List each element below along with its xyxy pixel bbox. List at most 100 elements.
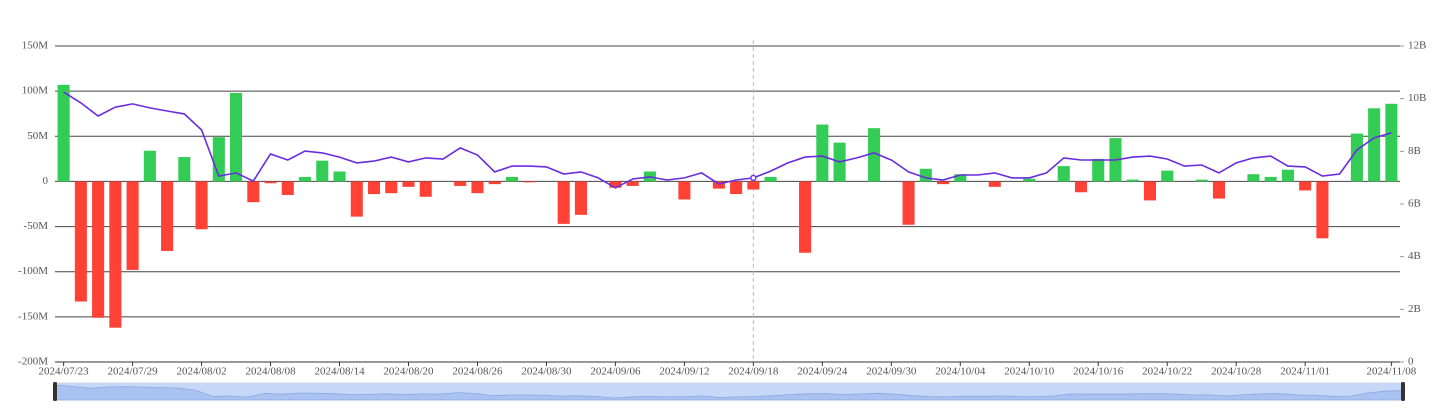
bar bbox=[419, 181, 432, 197]
bar bbox=[1281, 169, 1294, 182]
bar bbox=[316, 160, 329, 182]
bar bbox=[247, 181, 260, 203]
y-tick-label: 100M bbox=[22, 85, 49, 97]
bar bbox=[454, 181, 467, 186]
bar bbox=[195, 181, 208, 230]
y2-tick-label: 2B bbox=[1408, 303, 1421, 315]
bar bbox=[902, 181, 915, 225]
bar bbox=[557, 181, 570, 224]
y2-tick-label: 4B bbox=[1408, 250, 1421, 262]
x-tick-label: 2024/10/10 bbox=[1004, 366, 1055, 378]
bar bbox=[1299, 181, 1312, 191]
bar bbox=[1074, 181, 1088, 193]
bar bbox=[1350, 133, 1363, 182]
x-tick-label: 2024/07/23 bbox=[39, 366, 90, 378]
bar bbox=[92, 181, 105, 318]
bar bbox=[488, 181, 501, 185]
bar bbox=[1092, 158, 1105, 182]
bar bbox=[1161, 170, 1174, 182]
bar bbox=[1316, 181, 1329, 239]
bar bbox=[626, 181, 639, 186]
y2-tick-label: 6B bbox=[1408, 198, 1421, 210]
x-tick-label: 2024/10/22 bbox=[1142, 366, 1192, 378]
y2-tick-label: 0 bbox=[1408, 356, 1414, 368]
bar bbox=[281, 181, 294, 195]
bar bbox=[764, 176, 777, 182]
bar bbox=[367, 181, 381, 195]
bar bbox=[385, 181, 398, 194]
y-tick-label: -150M bbox=[18, 310, 48, 322]
bar bbox=[402, 181, 415, 187]
x-tick-label: 2024/11/01 bbox=[1280, 366, 1330, 378]
bar bbox=[1368, 108, 1381, 182]
x-tick-label: 2024/08/20 bbox=[383, 366, 434, 378]
bar bbox=[505, 176, 518, 182]
x-tick-label: 2024/08/02 bbox=[177, 366, 227, 378]
bar bbox=[868, 128, 881, 182]
y-tick-label: -200M bbox=[18, 356, 48, 368]
bar bbox=[1143, 181, 1157, 201]
bar bbox=[799, 181, 812, 253]
bar bbox=[350, 181, 363, 217]
bar bbox=[471, 181, 484, 194]
y2-tick-label: 12B bbox=[1408, 40, 1426, 52]
bar bbox=[230, 92, 243, 182]
y-tick-label: -100M bbox=[18, 265, 48, 277]
bar bbox=[109, 181, 122, 328]
bar bbox=[747, 181, 760, 190]
bar bbox=[816, 124, 829, 182]
zoom-handle[interactable] bbox=[1401, 382, 1405, 401]
bar bbox=[988, 181, 1001, 187]
bar bbox=[1212, 181, 1225, 199]
bar bbox=[264, 181, 277, 184]
x-tick-label: 2024/10/16 bbox=[1073, 366, 1124, 378]
x-tick-label: 2024/09/06 bbox=[590, 366, 641, 378]
y2-tick-label: 8B bbox=[1408, 145, 1421, 157]
x-tick-label: 2024/07/29 bbox=[108, 366, 159, 378]
bar bbox=[178, 157, 191, 182]
line bbox=[63, 91, 1392, 189]
bar bbox=[333, 171, 346, 182]
cursor-point bbox=[750, 174, 757, 182]
x-tick-label: 2024/09/18 bbox=[728, 366, 779, 378]
bar bbox=[1385, 103, 1398, 182]
y2-tick-label: 10B bbox=[1408, 92, 1426, 104]
y-tick-label: 0 bbox=[43, 175, 49, 187]
y-tick-label: 150M bbox=[22, 40, 49, 52]
bar bbox=[74, 181, 87, 302]
bar bbox=[712, 181, 725, 189]
x-tick-label: 2024/08/26 bbox=[452, 366, 503, 378]
x-tick-label: 2024/10/04 bbox=[935, 366, 986, 378]
x-tick-label: 2024/11/08 bbox=[1367, 366, 1417, 378]
zoom-shadow bbox=[54, 384, 1404, 401]
bar bbox=[1264, 176, 1277, 182]
bar bbox=[1126, 179, 1139, 182]
zoom-handle[interactable] bbox=[53, 382, 57, 401]
bar bbox=[212, 137, 225, 182]
bar bbox=[678, 181, 691, 200]
x-tick-label: 2024/08/14 bbox=[314, 366, 365, 378]
x-tick-label: 2024/09/30 bbox=[866, 366, 917, 378]
bar bbox=[1023, 178, 1036, 182]
bar bbox=[126, 181, 139, 270]
bar bbox=[523, 181, 536, 183]
x-tick-label: 2024/10/28 bbox=[1211, 366, 1262, 378]
y-tick-label: -50M bbox=[24, 220, 49, 232]
bar bbox=[1195, 179, 1208, 182]
y-tick-label: 50M bbox=[27, 130, 48, 142]
bar bbox=[919, 168, 932, 182]
bar bbox=[730, 181, 743, 195]
bar bbox=[57, 84, 70, 182]
bar bbox=[143, 150, 156, 182]
bar bbox=[1247, 174, 1260, 182]
bar bbox=[161, 181, 174, 251]
x-tick-label: 2024/08/08 bbox=[245, 366, 296, 378]
x-tick-label: 2024/08/30 bbox=[521, 366, 572, 378]
bar bbox=[937, 181, 950, 185]
bar bbox=[298, 176, 312, 182]
x-tick-label: 2024/09/24 bbox=[797, 366, 848, 378]
bar bbox=[1057, 166, 1070, 182]
x-tick-label: 2024/09/12 bbox=[659, 366, 709, 378]
bar bbox=[574, 181, 587, 215]
